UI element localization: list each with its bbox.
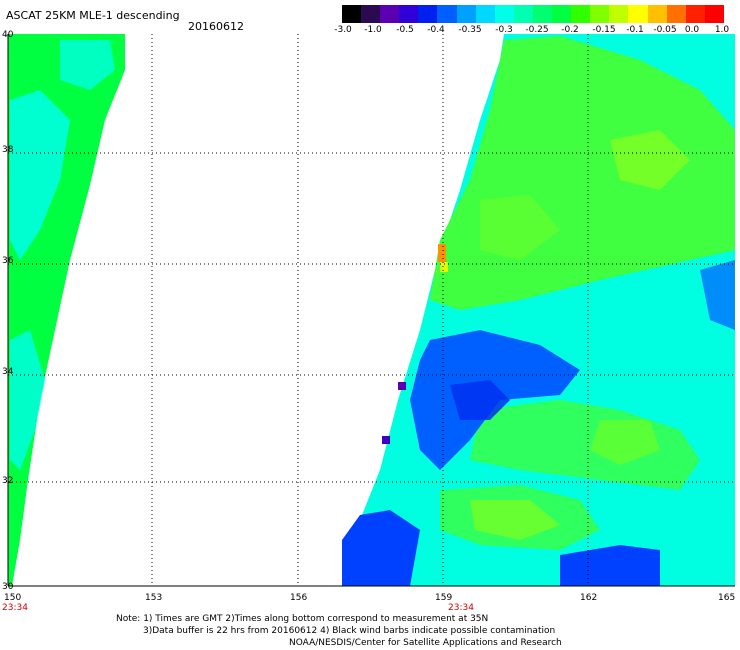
colorbar-label: 1.0 (714, 25, 730, 35)
lat-label: 38 (2, 145, 14, 155)
colorbar-segment (704, 5, 724, 23)
colorbar-segment (380, 5, 400, 23)
colorbar-label: -0.1 (626, 25, 644, 35)
colorbar-segment (361, 5, 381, 23)
colorbar-label: -0.5 (396, 25, 414, 35)
colorbar-label: -0.15 (592, 25, 616, 35)
colorbar-segment (513, 5, 533, 23)
colorbar-label: 0.0 (684, 25, 700, 35)
product-date: 20160612 (188, 20, 244, 33)
colorbar-segment (571, 5, 591, 23)
anomaly-purple (382, 436, 390, 444)
note-line: 3)Data buffer is 22 hrs from 20160612 4)… (143, 626, 556, 636)
colorbar-gradient (342, 5, 724, 23)
swath-east-green (590, 420, 660, 465)
swath-east-blue (450, 380, 510, 420)
time-label: 23:34 (2, 603, 28, 613)
colorbar-labels: -3.0 -1.0 -0.5 -0.4 -0.35 -0.3 -0.25 -0.… (330, 25, 740, 37)
colorbar-segment (647, 5, 667, 23)
colorbar-segment (437, 5, 457, 23)
lon-label: 156 (290, 593, 307, 603)
swath-east-green (470, 500, 560, 540)
colorbar-segment (342, 5, 362, 23)
colorbar-label: -1.0 (364, 25, 382, 35)
colorbar-segment (685, 5, 705, 23)
anomaly-purple (398, 382, 406, 390)
swath-east-green (610, 130, 690, 190)
colorbar-segment (475, 5, 495, 23)
colorbar-segment (609, 5, 629, 23)
product-title: ASCAT 25KM MLE-1 descending (6, 9, 180, 22)
anomaly-orange (438, 244, 446, 262)
colorbar-segment (628, 5, 648, 23)
colorbar-segment (532, 5, 553, 23)
lon-label: 162 (580, 593, 597, 603)
colorbar-segment (418, 5, 438, 23)
lat-label: 36 (2, 256, 14, 266)
colorbar-label: -0.2 (561, 25, 579, 35)
lat-label: 32 (2, 476, 13, 486)
colorbar-label: -0.3 (495, 25, 513, 35)
colorbar-segment (456, 5, 476, 23)
colorbar-label: -0.05 (653, 25, 677, 35)
swath-east-blue (342, 510, 420, 586)
lon-label: 153 (145, 593, 162, 603)
lon-label: 165 (718, 593, 735, 603)
colorbar-segment (399, 5, 419, 23)
colorbar-segment (552, 5, 572, 23)
lon-label: 150 (4, 593, 21, 603)
lon-label: 159 (435, 593, 452, 603)
colorbar-segment (590, 5, 610, 23)
swath-east-green (480, 195, 560, 260)
colorbar (342, 5, 724, 23)
swath-east-blue (700, 260, 735, 330)
swath-east-blue (560, 545, 660, 586)
colorbar-label: -0.4 (427, 25, 445, 35)
lat-label: 40 (2, 30, 14, 40)
lat-label: 30 (2, 582, 14, 592)
colorbar-label: -3.0 (334, 25, 352, 35)
time-label: 23:34 (448, 603, 474, 613)
swath-west-cyan (60, 40, 115, 90)
colorbar-label: -0.25 (525, 25, 549, 35)
lat-label: 34 (2, 367, 14, 377)
swath-west-cyan (10, 90, 70, 260)
colorbar-segment (494, 5, 514, 23)
credit-line: NOAA/NESDIS/Center for Satellite Applica… (289, 638, 562, 648)
note-line: Note: 1) Times are GMT 2)Times along bot… (116, 614, 489, 624)
map-frame (7, 34, 735, 587)
anomaly-yellow (440, 262, 448, 272)
swath-west-cyan (10, 330, 45, 470)
grid-lines (8, 34, 735, 586)
colorbar-label: -0.35 (458, 25, 482, 35)
colorbar-segment (666, 5, 686, 23)
